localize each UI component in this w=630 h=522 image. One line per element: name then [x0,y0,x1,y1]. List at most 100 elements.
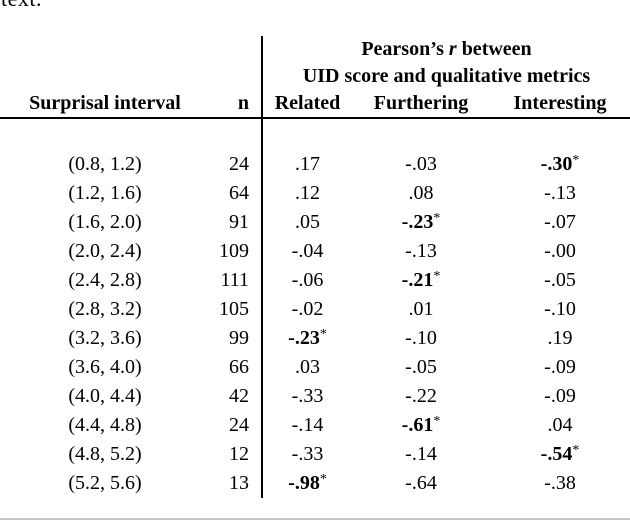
significance-asterisk: * [433,211,441,226]
related-cell: -.02 [261,295,352,324]
r-value: -.54 [540,443,573,465]
related-cell: -.14 [261,411,352,440]
r-value: -.00 [544,240,576,262]
significance-asterisk: * [319,327,327,342]
r-value: -.09 [544,385,576,407]
group-header-empty-cell [0,36,262,90]
r-value: -.38 [544,472,576,494]
surprisal-interval-cell: (5.2, 5.6) [68,472,142,494]
r-value: -.22 [405,385,437,407]
r-value: .04 [547,414,573,436]
n-cell: 24 [229,414,249,436]
furthering-cell: -.23* [352,208,490,237]
col-header-related: Related [261,90,352,119]
table-row: (4.8, 5.2) 12 -.33 -.14 -.54* [0,440,630,469]
surprisal-interval-cell: (4.8, 5.2) [68,443,142,465]
furthering-cell: -.64 [352,469,490,498]
r-value: -.21 [401,269,434,291]
n-cell: 66 [229,356,249,378]
col-header-interesting: Interesting [490,90,630,119]
col-header-surprisal-interval: Surprisal interval [0,90,210,119]
related-cell: -.33 [261,382,352,411]
spacer-cell [0,118,262,150]
r-value: .01 [408,298,434,320]
r-value: -.07 [544,211,576,233]
r-value: -.03 [405,153,437,175]
surprisal-interval-cell: (4.0, 4.4) [68,385,142,407]
furthering-cell: -.61* [352,411,490,440]
r-value: -.10 [544,298,576,320]
n-cell: 24 [229,153,249,175]
r-value: .17 [295,153,320,175]
table-row: (4.4, 4.8) 24 -.14 -.61* .04 [0,411,630,440]
r-value: -.04 [291,240,324,262]
n-cell: 64 [229,182,249,204]
n-cell: 91 [229,211,249,233]
r-value: .12 [295,182,320,204]
interesting-cell: -.30* [490,150,630,179]
table-row: (2.4, 2.8) 111 -.06 -.21* -.05 [0,266,630,295]
interesting-cell: -.05 [490,266,630,295]
significance-asterisk: * [319,472,327,487]
n-cell: 13 [229,472,249,494]
surprisal-interval-cell: (2.8, 3.2) [68,298,142,320]
table-row: (0.8, 1.2) 24 .17 -.03 -.30* [0,150,630,179]
surprisal-interval-cell: (1.2, 1.6) [68,182,142,204]
surprisal-interval-cell: (2.0, 2.4) [68,240,142,262]
group-header-row: Pearson’s r between UID score and qualit… [0,36,630,90]
r-value: -.64 [405,472,437,494]
r-value: .03 [295,356,320,378]
table-body: (0.8, 1.2) 24.17 -.03 -.30* (1.2, 1.6) 64.12.… [0,150,630,498]
related-cell: -.04 [261,237,352,266]
significance-asterisk: * [433,269,441,284]
table-row: (1.6, 2.0) 91 .05 -.23* -.07 [0,208,630,237]
significance-asterisk: * [433,414,441,429]
table-row: (5.2, 5.6) 13 -.98* -.64 -.38 [0,469,630,498]
r-value: -.14 [405,443,437,465]
r-value: .05 [295,211,320,233]
correlation-table: Pearson’s r between UID score and qualit… [0,36,630,498]
cropped-text: text. [1,0,121,10]
interesting-cell: -.10 [490,295,630,324]
furthering-cell: -.22 [352,382,490,411]
significance-asterisk: * [572,443,580,458]
n-cell: 42 [229,385,249,407]
r-value: -.61 [401,414,434,436]
group-header-cell: Pearson’s r between UID score and qualit… [261,36,630,90]
related-cell: .05 [261,208,352,237]
table-row: (1.2, 1.6) 64 .12 .08 -.13 [0,179,630,208]
interesting-cell: -.13 [490,179,630,208]
significance-asterisk: * [572,153,580,168]
r-value: -.13 [405,240,437,262]
n-cell: 105 [219,298,249,320]
group-title: Pearson’s r between [263,36,630,63]
related-cell: .17 [261,150,352,179]
r-value: -.33 [291,443,324,465]
r-value: -.05 [405,356,437,378]
related-cell: -.33 [261,440,352,469]
table-row: (4.0, 4.4) 42 -.33 -.22 -.09 [0,382,630,411]
related-cell: .03 [261,353,352,382]
r-value: -.13 [544,182,576,204]
related-cell: .12 [261,179,352,208]
surprisal-interval-cell: (2.4, 2.8) [68,269,142,291]
surprisal-interval-cell: (3.2, 3.6) [68,327,142,349]
furthering-cell: .01 [352,295,490,324]
related-cell: -.23* [261,324,352,353]
table-row: (3.6, 4.0) 66 .03 -.05 -.09 [0,353,630,382]
surprisal-interval-cell: (1.6, 2.0) [68,211,142,233]
header-spacer-row [0,118,630,150]
r-value: -.05 [544,269,576,291]
table-row: (2.8, 3.2) 105 -.02 .01 -.10 [0,295,630,324]
group-title-prefix: Pearson’s [361,38,449,60]
related-cell: -.06 [261,266,352,295]
table-header: Pearson’s r between UID score and qualit… [0,36,630,150]
interesting-cell: -.09 [490,353,630,382]
furthering-cell: -.05 [352,353,490,382]
n-cell: 111 [220,269,249,291]
group-title-suffix: between [456,38,532,60]
furthering-cell: -.10 [352,324,490,353]
r-value: -.14 [291,414,324,436]
surprisal-interval-cell: (4.4, 4.8) [68,414,142,436]
